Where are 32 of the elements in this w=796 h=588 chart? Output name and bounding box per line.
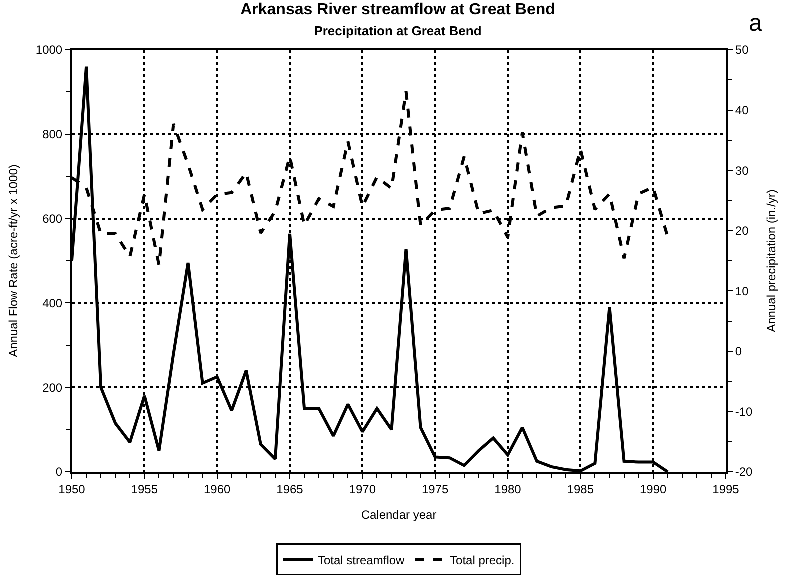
y2-tick-label: 40 [735,103,750,118]
x-axis-title: Calendar year [361,508,437,522]
x-tick-label: 1965 [276,482,304,496]
x-tick-label: 1960 [204,482,231,496]
x-tick-label: 1985 [567,482,594,496]
y-tick-label: 600 [42,212,63,226]
x-tick-label: 1990 [640,482,667,496]
text: a [749,10,763,37]
y-tick-label: 1000 [36,43,63,58]
x-tick-label: 1950 [58,482,86,496]
y-axis-title: Annual Flow Rate (acre-ft/yr x 1000) [6,164,21,358]
y2-tick-label: 30 [735,164,750,178]
x-tick-label: 1995 [712,482,740,496]
y-tick-label: 400 [42,296,63,310]
y-tick-label: 200 [42,380,63,395]
x-tick-label: 1980 [494,482,522,496]
y2-tick-label: 0 [735,344,742,359]
chart-subtitle: Precipitation at Great Bend [314,24,482,38]
y2-tick-label: 10 [735,284,750,298]
y-tick-label: 800 [42,128,63,142]
legend-label: Total precip. [450,553,515,568]
legend-label: Total streamflow [318,553,406,568]
y2-tick-label: -10 [735,404,754,419]
y-tick-label: 0 [56,465,63,480]
chart-title: Arkansas River streamflow at Great Bend [240,2,556,19]
x-tick-label: 1955 [131,482,158,496]
y2-tick-label: -20 [735,465,754,480]
y2-axis-title: Annual precipitation (in./yr) [764,190,778,332]
x-tick-label: 1975 [422,482,449,496]
y2-tick-label: 50 [735,43,750,58]
y2-tick-label: 20 [735,224,750,238]
x-tick-label: 1970 [349,482,376,496]
